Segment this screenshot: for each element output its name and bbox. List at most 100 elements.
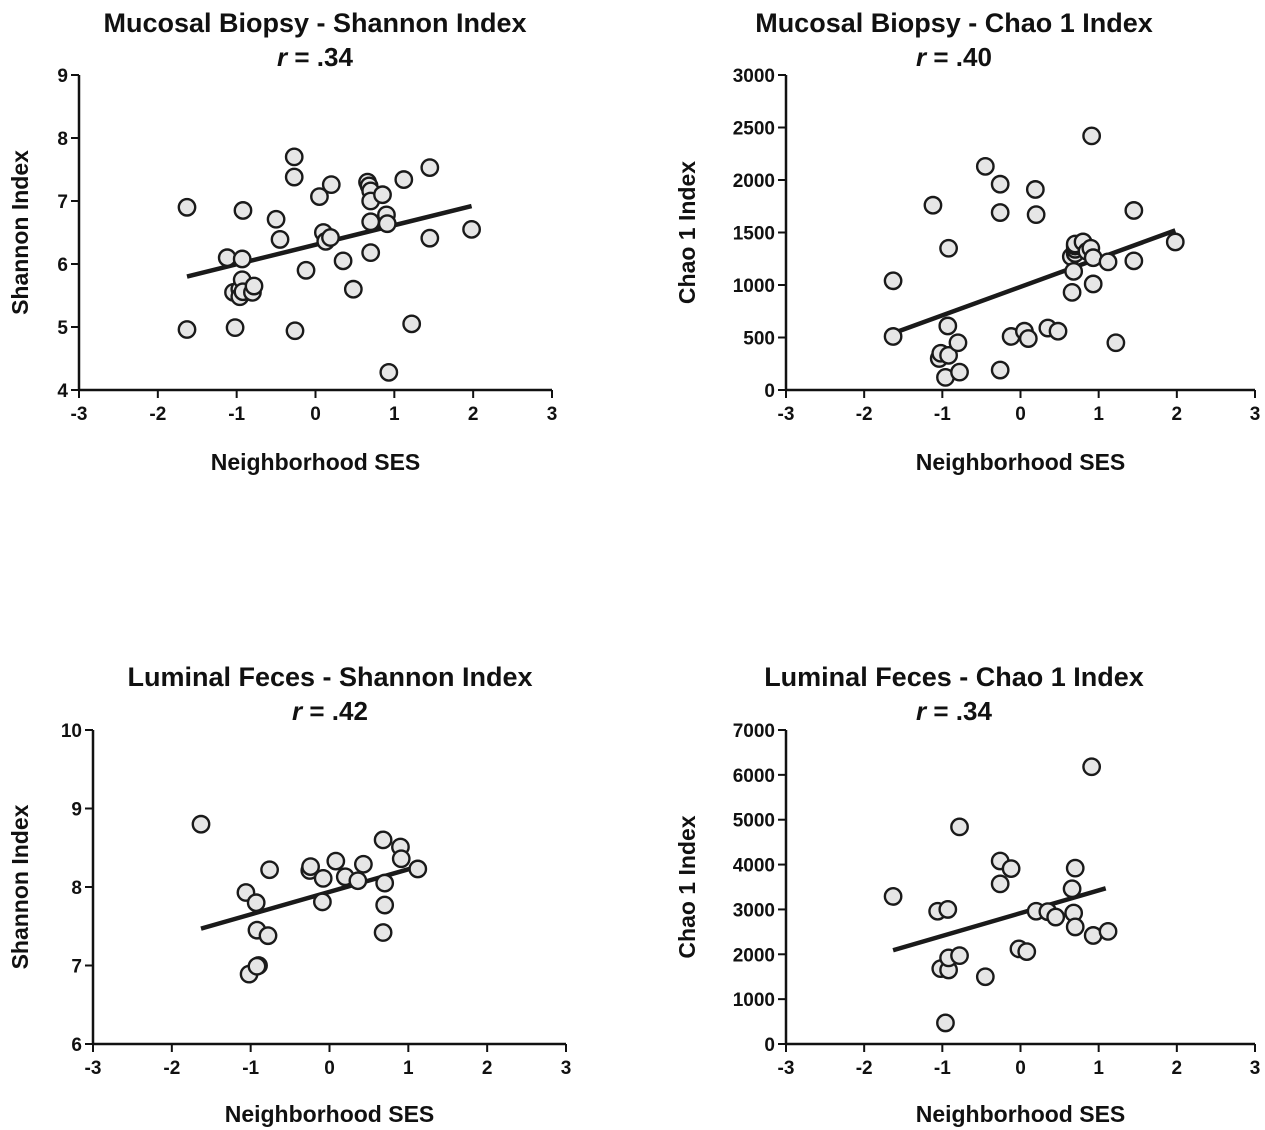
chart-title: Luminal Feces - Chao 1 Index — [764, 662, 1144, 692]
y-tick-label: 10 — [61, 721, 82, 742]
data-point — [402, 314, 422, 334]
data-point — [1082, 757, 1102, 777]
y-tick-label: 5 — [57, 318, 68, 339]
y-axis-label: Chao 1 Index — [674, 161, 700, 304]
data-point — [883, 271, 903, 291]
data-point — [310, 187, 329, 206]
y-tick-label: 1000 — [733, 990, 775, 1011]
x-tick-label: 0 — [324, 1058, 335, 1079]
data-point — [247, 956, 267, 976]
data-point — [225, 318, 245, 338]
data-point — [1106, 333, 1126, 353]
data-point — [321, 228, 340, 247]
data-point — [361, 212, 381, 232]
y-tick-label: 7 — [57, 192, 68, 213]
y-tick-label: 2500 — [733, 119, 775, 140]
correlation-label: r = .42 — [15, 696, 645, 726]
data-point — [375, 895, 395, 915]
data-point — [975, 156, 995, 176]
y-tick-label: 2000 — [733, 171, 775, 192]
x-tick-label: 1 — [403, 1058, 414, 1079]
data-point — [1064, 261, 1084, 281]
y-tick-label: 8 — [57, 129, 68, 150]
data-point — [296, 260, 316, 280]
data-point — [1062, 879, 1082, 899]
r-symbol: r — [916, 42, 927, 72]
data-point — [1001, 859, 1021, 879]
data-point — [285, 321, 305, 341]
data-point — [883, 327, 903, 346]
x-tick-label: 3 — [1250, 1058, 1261, 1079]
data-point — [990, 174, 1010, 194]
data-point — [361, 243, 381, 263]
data-point — [373, 830, 393, 850]
y-tick-label: 9 — [57, 66, 68, 87]
x-tick-label: 0 — [310, 404, 321, 425]
chart-title: Mucosal Biopsy - Chao 1 Index — [755, 8, 1153, 38]
y-axis-label: Shannon Index — [7, 804, 33, 969]
data-point — [1065, 858, 1085, 878]
scatter-plot: 0 1000 2000 3000 4000 5000 6000 7000 -3 -2 -1 0 1 2 3 N… — [674, 721, 1261, 1127]
scatter-plot: 0 500 1000 1500 2000 2500 3000 -3 -2 -1 0 1 2 3 Neighb… — [674, 66, 1260, 475]
data-point — [270, 230, 290, 249]
chart-panel-feces-chao1: Luminal Feces - Chao 1 Index r = .34 0 10… — [632, 650, 1265, 1130]
scatter-plot: 4 5 6 7 8 9 -3 -2 -1 0 1 2 3 Neighborhood SES Shannon … — [7, 66, 557, 475]
data-point — [990, 874, 1010, 894]
x-tick-label: 1 — [389, 404, 400, 425]
data-point — [326, 851, 346, 871]
data-point — [939, 345, 958, 365]
y-tick-label: 1500 — [733, 224, 775, 245]
y-tick-label: 5000 — [733, 811, 775, 832]
data-point — [938, 316, 958, 336]
x-tick-label: 2 — [482, 1058, 493, 1079]
data-point — [1082, 126, 1102, 146]
data-point — [883, 887, 903, 906]
data-point — [375, 873, 395, 893]
x-tick-label: 0 — [1015, 404, 1026, 425]
correlation-label: r = .34 — [0, 42, 630, 72]
data-point — [1026, 205, 1046, 225]
y-tick-label: 7 — [71, 957, 82, 978]
data-point — [260, 860, 279, 880]
chart-panel-mucosal-shannon: Mucosal Biopsy - Shannon Index r = .34 4… — [0, 0, 630, 480]
data-point — [1124, 251, 1144, 271]
x-tick-label: 1 — [1093, 1058, 1104, 1079]
x-tick-label: 2 — [1172, 404, 1183, 425]
data-point — [948, 333, 968, 353]
data-point — [353, 854, 373, 874]
y-tick-label: 8 — [71, 878, 82, 899]
data-point — [177, 320, 197, 339]
x-tick-label: -3 — [778, 404, 795, 425]
data-point — [232, 249, 252, 269]
data-point — [191, 814, 211, 834]
x-tick-label: -3 — [71, 404, 88, 425]
data-point — [950, 362, 969, 382]
data-point — [990, 203, 1010, 222]
y-tick-label: 0 — [764, 1035, 775, 1056]
y-tick-label: 4000 — [733, 856, 775, 877]
data-point — [233, 201, 253, 220]
data-point — [244, 276, 264, 296]
y-tick-label: 7000 — [733, 721, 775, 742]
r-value: = .40 — [926, 42, 992, 72]
x-axis-label: Neighborhood SES — [916, 1101, 1126, 1127]
x-tick-label: -2 — [149, 404, 166, 425]
data-point — [321, 175, 341, 195]
y-tick-label: 6000 — [733, 766, 775, 787]
data-point — [950, 817, 969, 837]
data-point — [1062, 282, 1082, 302]
x-axis-label: Neighborhood SES — [225, 1101, 435, 1127]
r-symbol: r — [277, 42, 288, 72]
x-tick-label: -3 — [778, 1058, 795, 1079]
r-symbol: r — [916, 696, 927, 726]
data-point — [1124, 201, 1144, 220]
data-point — [373, 185, 392, 205]
x-tick-label: -2 — [163, 1058, 180, 1079]
y-tick-label: 6 — [57, 255, 68, 276]
data-point — [394, 170, 414, 189]
chart-panel-mucosal-chao1: Mucosal Biopsy - Chao 1 Index r = .40 0 5… — [632, 0, 1265, 480]
data-point — [333, 251, 353, 271]
data-point — [936, 1013, 955, 1033]
data-point — [1165, 232, 1185, 252]
data-point — [408, 859, 428, 879]
